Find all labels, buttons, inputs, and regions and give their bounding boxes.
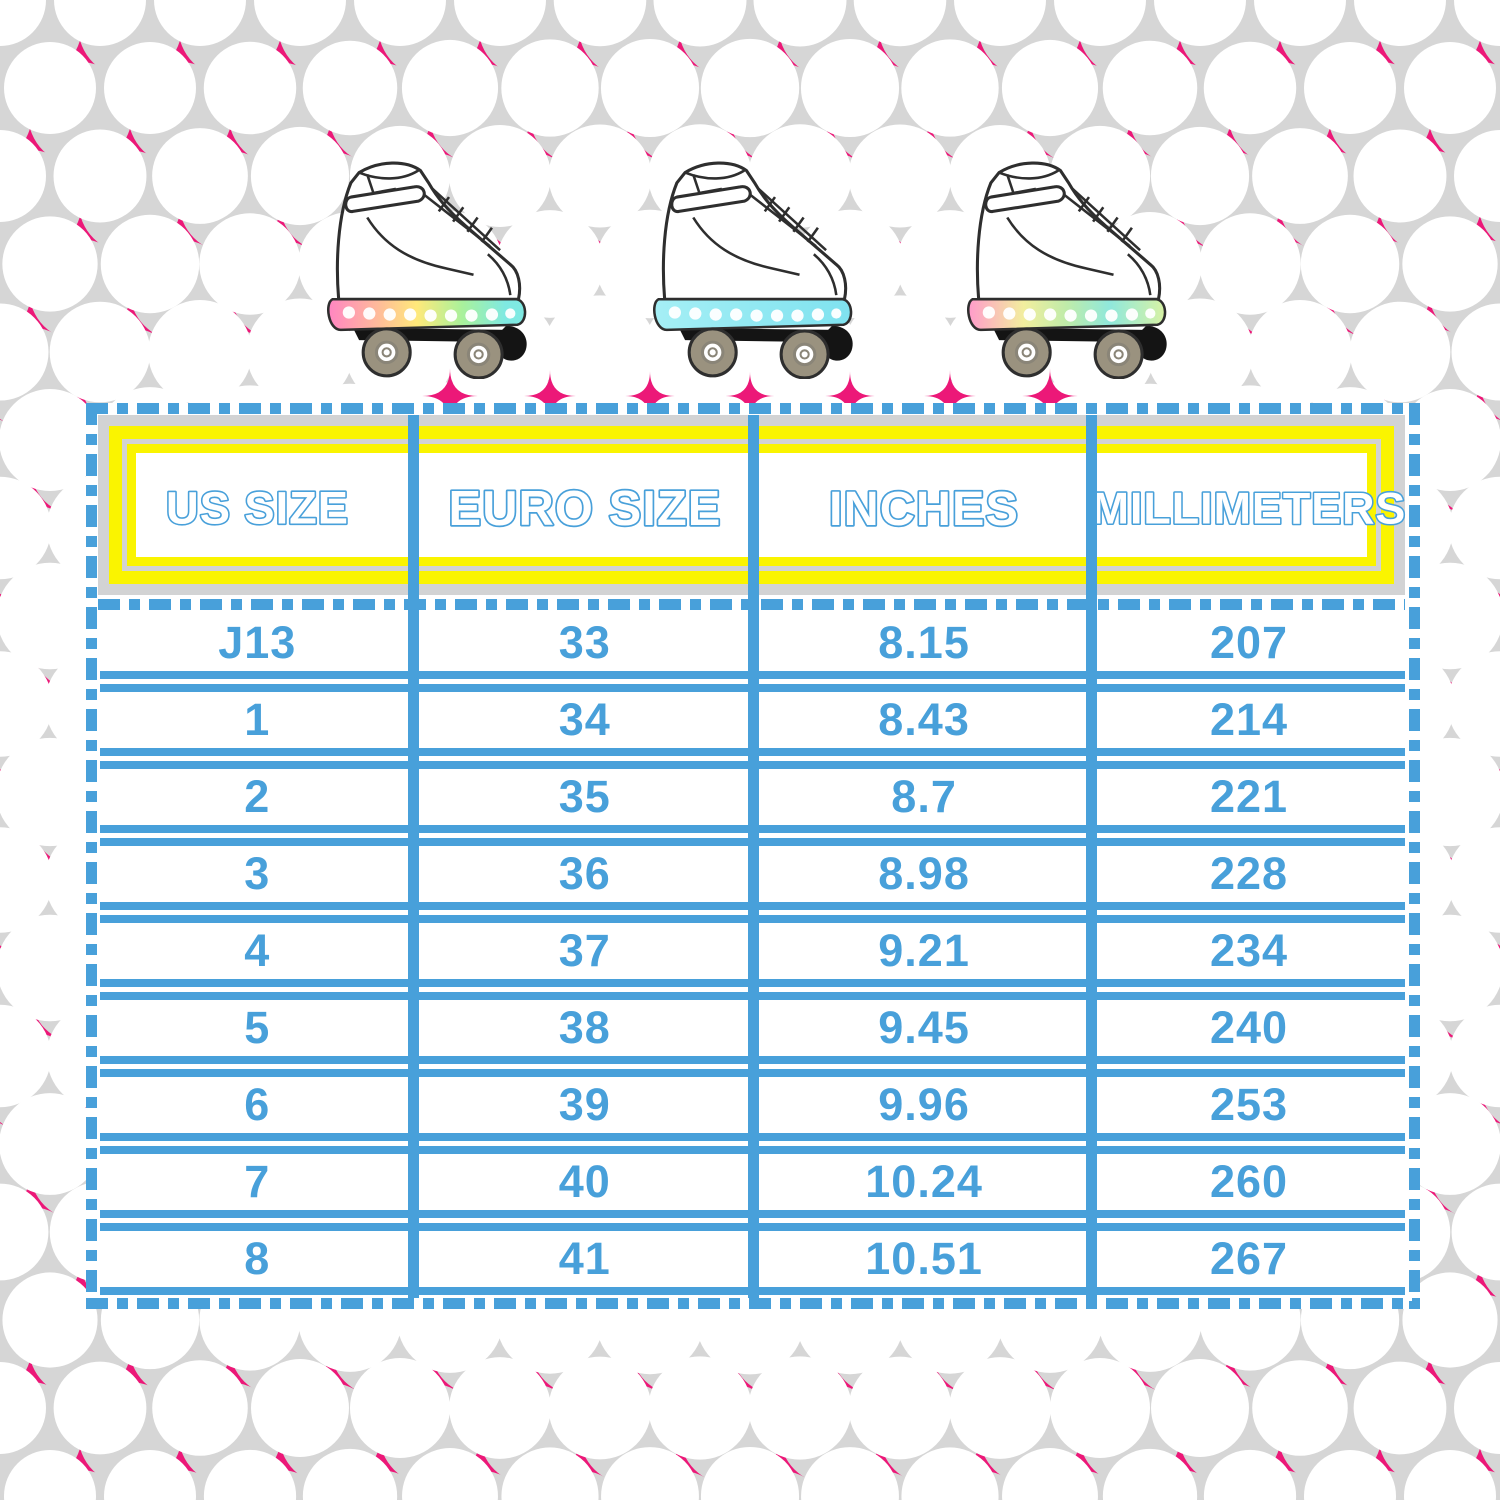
millimeters-value: 221 (1209, 771, 1289, 822)
table-border-right (1409, 403, 1420, 1309)
column-divider (408, 415, 419, 1298)
column-header-inches: INCHES (755, 465, 1093, 549)
inches-value: 9.21 (878, 925, 970, 976)
inches-value: 10.51 (865, 1233, 983, 1284)
euro-size-value: 36 (558, 848, 611, 899)
millimeters-value: 214 (1209, 694, 1289, 745)
euro-size-value: 38 (558, 1002, 611, 1053)
millimeters-value: 234 (1209, 925, 1289, 976)
euro-size-value: 37 (558, 925, 611, 976)
roller-skate-rainbow-led-icon (327, 161, 529, 379)
column-divider (1086, 415, 1097, 1298)
us-size-value: 2 (244, 771, 271, 822)
inches-value: 8.98 (878, 848, 970, 899)
table-border-bottom (86, 1298, 1420, 1309)
millimeters-value: 267 (1209, 1233, 1289, 1284)
column-header-us-size: US SIZE (100, 465, 415, 549)
us-size-value: 6 (244, 1079, 271, 1130)
size-chart-table: US SIZE EURO SIZE INCHES MILLIMETERS J13… (86, 403, 1420, 1309)
svg-text:INCHES: INCHES (829, 482, 1019, 536)
us-size-value: 1 (244, 694, 271, 745)
inches-value: 9.96 (878, 1079, 970, 1130)
us-size-value: 5 (244, 1002, 271, 1053)
us-size-value: J13 (218, 617, 297, 668)
inches-value: 8.15 (878, 617, 970, 668)
inches-value: 10.24 (865, 1156, 983, 1207)
euro-size-value: 41 (558, 1233, 611, 1284)
svg-text:US SIZE: US SIZE (166, 483, 349, 534)
millimeters-value: 253 (1209, 1079, 1289, 1130)
table-border-left (86, 403, 97, 1309)
us-size-value: 3 (244, 848, 271, 899)
column-header-millimeters: MILLIMETERS (1090, 465, 1407, 549)
euro-size-value: 34 (558, 694, 611, 745)
roller-skate-cyan-led-icon (653, 161, 855, 379)
svg-text:EURO SIZE: EURO SIZE (449, 482, 722, 536)
millimeters-value: 240 (1209, 1002, 1289, 1053)
roller-skate-pastel-led-icon (967, 161, 1169, 379)
inches-value: 8.7 (891, 771, 957, 822)
us-size-value: 4 (244, 925, 271, 976)
column-header-euro-size: EURO SIZE (415, 465, 755, 549)
millimeters-value: 207 (1209, 617, 1289, 668)
euro-size-value: 35 (558, 771, 611, 822)
euro-size-value: 40 (558, 1156, 611, 1207)
millimeters-value: 228 (1209, 848, 1289, 899)
euro-size-value: 33 (558, 617, 611, 668)
table-border-top (86, 403, 1420, 414)
millimeters-value: 260 (1209, 1156, 1289, 1207)
us-size-value: 8 (244, 1233, 271, 1284)
us-size-value: 7 (244, 1156, 271, 1207)
inches-value: 9.45 (878, 1002, 970, 1053)
svg-text:MILLIMETERS: MILLIMETERS (1092, 483, 1407, 534)
inches-value: 8.43 (878, 694, 970, 745)
column-divider (748, 415, 759, 1298)
euro-size-value: 39 (558, 1079, 611, 1130)
